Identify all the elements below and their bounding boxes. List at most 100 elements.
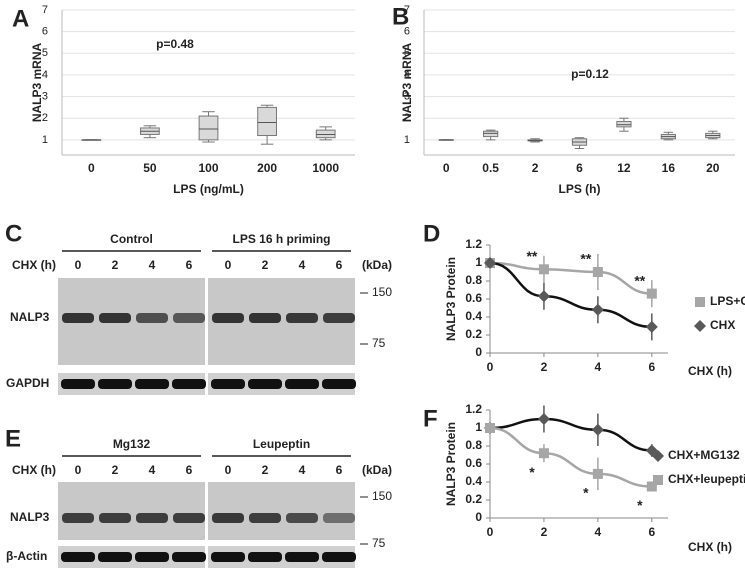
significance: * [529,464,535,480]
y-tick-label: 5 [42,47,48,59]
lane-label: 2 [112,258,119,272]
series-line [489,426,652,488]
annotation: p=0.12 [571,67,609,81]
y-tick-label: 2 [42,112,48,124]
marker [592,468,603,479]
panel-letter: A [12,5,29,32]
x-tick-label: 12 [617,161,631,175]
x-tick-label: 1000 [312,161,339,175]
lane-label: 2 [112,463,119,477]
band [211,552,245,562]
band [135,379,169,389]
y-tick-label: 3 [42,90,48,102]
band [62,313,94,323]
lane-label: 6 [336,463,343,477]
row-label: β-Actin [6,549,47,563]
significance: * [583,485,589,501]
band [62,513,94,523]
legend-label: CHX [710,318,735,332]
series-line [489,261,652,329]
y-tick-label: 7 [404,4,410,16]
x-tick-label: 20 [706,161,720,175]
blot [58,482,205,540]
x-tick-label: 0 [487,360,494,374]
x-tick-label: 0 [443,161,450,175]
y-tick-label: 5 [404,47,410,59]
lane-label: 0 [225,258,232,272]
series-line [489,417,652,452]
series-line [489,261,652,295]
y-tick-label: 2 [404,112,410,124]
annotation: p=0.48 [156,37,194,51]
y-tick-label: 0.2 [465,492,482,506]
band [212,513,244,523]
x-tick-label: 0.5 [482,161,499,175]
band [61,552,95,562]
marker [591,303,604,316]
box [257,106,277,137]
x-tick-label: 16 [662,161,676,175]
group-label: Control [110,232,153,246]
band [322,552,356,562]
legend-marker [652,450,664,462]
x-tick-label: 2 [532,161,539,175]
band [98,379,132,389]
band [172,552,206,562]
band [249,513,281,523]
group-label: Leupeptin [253,437,310,451]
y-tick-label: 6 [404,26,410,38]
band [322,379,356,389]
x-tick-label: 4 [595,525,602,539]
marker [485,423,495,433]
lane-label: 6 [186,258,193,272]
lane-axis-label: CHX (h) [12,258,56,272]
marker [538,264,549,275]
row-label: GAPDH [6,376,49,390]
marker [591,423,604,436]
group-label: Mg132 [113,437,151,451]
panel-letter: D [423,220,440,247]
lane-label: 4 [149,258,156,272]
y-tick-label: 0.8 [465,438,482,452]
legend-label: CHX+leupeptin [668,472,745,486]
y-tick-label: 1 [475,255,482,269]
lane-label: 6 [336,258,343,272]
band [173,513,205,523]
band [248,552,282,562]
band [99,313,131,323]
legend-label: CHX+MG132 [668,448,740,462]
kda-marker: 150 [372,489,392,503]
y-axis-label: NALP3 Protein [444,422,458,506]
legend-marker [694,320,706,332]
lane-label: 0 [75,258,82,272]
kda-marker: 150 [372,285,392,299]
band [286,513,318,523]
y-tick-label: 1 [475,420,482,434]
row-label: NALP3 [10,510,50,524]
x-axis-label: CHX (h) [688,540,732,554]
y-tick-label: 4 [404,69,410,81]
x-tick-label: 200 [257,161,277,175]
marker [538,448,549,459]
marker [646,481,657,492]
y-tick-label: 1.2 [465,237,482,251]
box [616,120,632,128]
legend-marker [653,475,663,485]
band [323,513,355,523]
y-axis-label: NALP3 mRNA [30,42,44,122]
significance: ** [526,248,537,264]
group-label: LPS 16 h priming [232,232,330,246]
band [98,552,132,562]
band [249,313,281,323]
significance: ** [634,272,645,288]
band [173,313,205,323]
band [248,379,282,389]
box [483,130,499,138]
x-tick-label: 2 [541,525,548,539]
significance: * [637,497,643,513]
legend-marker [695,297,705,307]
y-tick-label: 0.4 [465,309,482,323]
x-tick-label: 4 [595,360,602,374]
lane-label: 2 [262,258,269,272]
